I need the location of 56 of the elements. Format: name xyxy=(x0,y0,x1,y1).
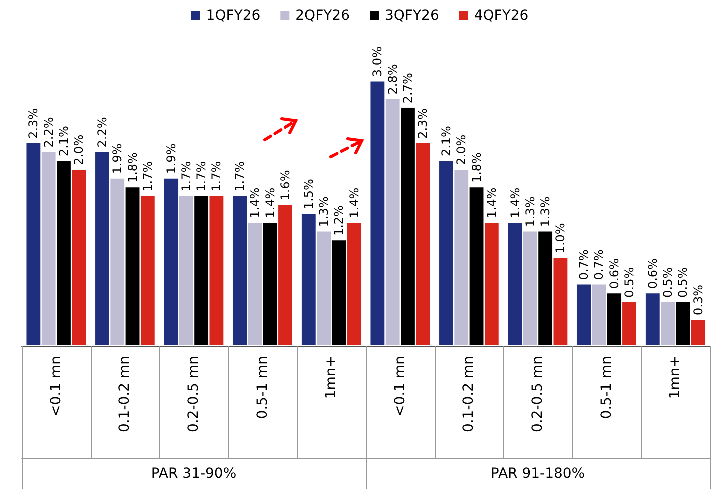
data-label: 2.2% xyxy=(42,117,56,148)
text: PAR 91-180% xyxy=(490,466,586,482)
data-label: 0.5% xyxy=(661,267,676,298)
data-label: 0.3% xyxy=(691,285,706,316)
data-label: 2.0% xyxy=(454,134,469,166)
text: PAR 31-90% xyxy=(151,466,237,482)
data-label: 1.4% xyxy=(484,188,499,218)
data-label: 2.8% xyxy=(386,64,400,95)
data-label: 2.0% xyxy=(72,134,86,166)
data-label: 1.7% xyxy=(233,161,248,192)
data-label: 1.3% xyxy=(523,196,538,228)
data-label: 0.7% xyxy=(577,250,592,280)
x-tick-label: 1mn+ xyxy=(324,356,340,400)
data-label: 1.5% xyxy=(302,179,316,210)
data-label: 0.6% xyxy=(607,258,622,290)
data-label: 3.0% xyxy=(370,46,385,78)
data-label: 1.0% xyxy=(554,223,568,254)
data-label: 2.2% xyxy=(95,117,110,148)
data-label: 1.4% xyxy=(248,188,262,218)
x-tick-label: 0.2-0.5 mn xyxy=(186,356,202,433)
data-label: 1.7% xyxy=(179,161,194,192)
data-label: 1.9% xyxy=(164,144,178,174)
data-label: 1.3% xyxy=(538,196,553,228)
data-label: 2.7% xyxy=(400,73,415,104)
data-label: 1.4% xyxy=(508,188,522,218)
x-tick-label: 0.1-0.2 mn xyxy=(461,356,478,433)
legend-label: 4QFY26 xyxy=(474,8,529,24)
data-label: 2.1% xyxy=(439,126,454,157)
x-tick-label: <0.1 mn xyxy=(392,356,408,417)
legend-label: 2QFY26 xyxy=(296,8,350,24)
data-label: 1.8% xyxy=(470,152,484,184)
x-tick-label: 0.5-1 mn xyxy=(598,356,615,420)
data-label: 1.3% xyxy=(317,196,332,228)
data-label: 1.7% xyxy=(210,161,224,192)
data-label: 2.1% xyxy=(56,126,71,157)
data-label: 1.9% xyxy=(110,144,125,174)
data-label: 1.7% xyxy=(194,161,209,192)
data-label: 0.5% xyxy=(676,267,690,298)
data-label: 2.3% xyxy=(416,108,430,139)
data-label: 1.4% xyxy=(263,188,278,218)
x-tick-label: 0.5-1 mn xyxy=(254,356,271,420)
data-label: 0.5% xyxy=(622,267,637,298)
x-tick-label: 1mn+ xyxy=(668,356,684,400)
data-label: 0.6% xyxy=(646,258,660,290)
data-label: 1.4% xyxy=(347,188,362,218)
data-label: 1.8% xyxy=(126,152,140,184)
legend-label: 1QFY26 xyxy=(206,8,261,24)
x-tick-label: 0.2-0.5 mn xyxy=(530,356,546,433)
data-label: 1.2% xyxy=(332,206,346,236)
data-label: 0.7% xyxy=(592,250,606,280)
data-label: 1.6% xyxy=(278,170,293,201)
x-tick-label: <0.1 mn xyxy=(48,356,64,417)
x-tick-label: 0.1-0.2 mn xyxy=(117,356,134,433)
legend-label: 3QFY26 xyxy=(385,8,440,24)
data-label: 2.3% xyxy=(26,108,41,139)
data-label: 1.7% xyxy=(140,161,155,192)
